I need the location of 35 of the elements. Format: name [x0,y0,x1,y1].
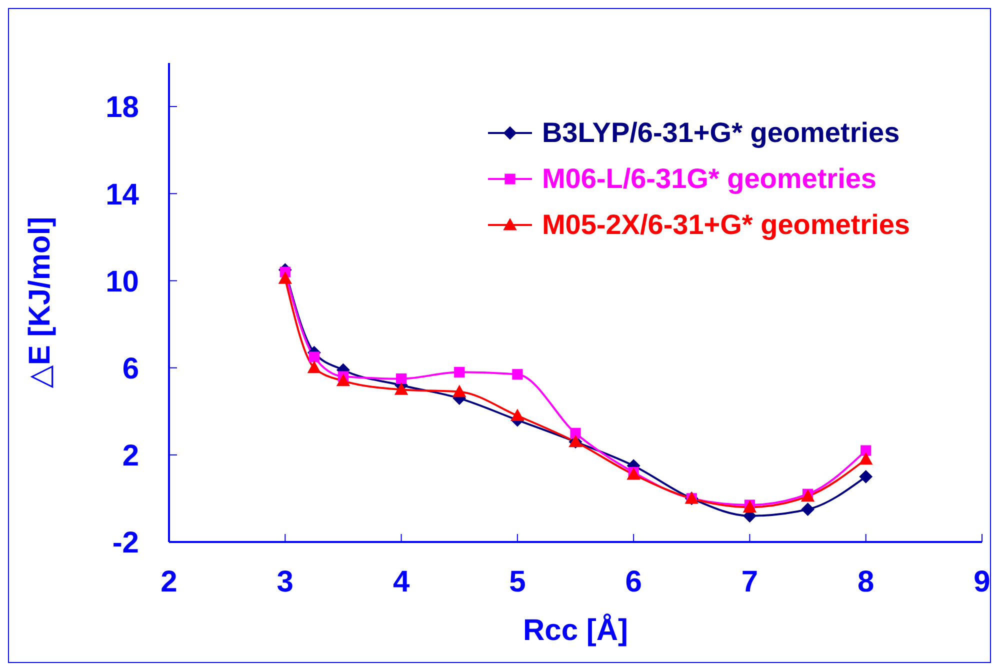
point [396,373,407,384]
y-tick-label: 2 [122,440,139,473]
x-tick-label: 7 [741,565,758,598]
y-tick-label: 14 [106,178,140,212]
legend-label: M06-L/6-31G* geometries [542,163,877,195]
point [454,366,465,378]
point [308,361,321,374]
y-tick-label: -2 [112,526,139,560]
y-tick-label: 10 [106,265,139,298]
point [859,452,872,465]
point [860,445,872,456]
point [801,490,814,502]
point [336,374,350,386]
point [801,502,814,516]
point [510,409,524,422]
point [452,385,466,398]
x-axis-title: Rcc [Å] [522,613,628,647]
y-tick-label: 18 [106,91,139,124]
point [308,352,320,362]
x-tick-label: 8 [858,565,874,598]
point [394,383,408,395]
legend-label: M05-2X/6-31+G* geometries [542,209,910,241]
point [859,470,872,484]
y-axis-title: △E [KJ/mol] [24,216,57,388]
point [570,428,581,438]
y-tick-label: 6 [122,352,139,386]
legend-label: B3LYP/6-31+G* geometries [542,117,900,149]
x-tick-label: 6 [625,565,642,598]
x-tick-label: 3 [276,565,294,598]
x-tick-label: 5 [509,565,526,598]
x-tick-label: 2 [160,565,178,598]
point [512,369,523,380]
point [278,272,292,284]
x-tick-label: 4 [392,565,410,598]
x-tick-label: 9 [974,565,990,598]
